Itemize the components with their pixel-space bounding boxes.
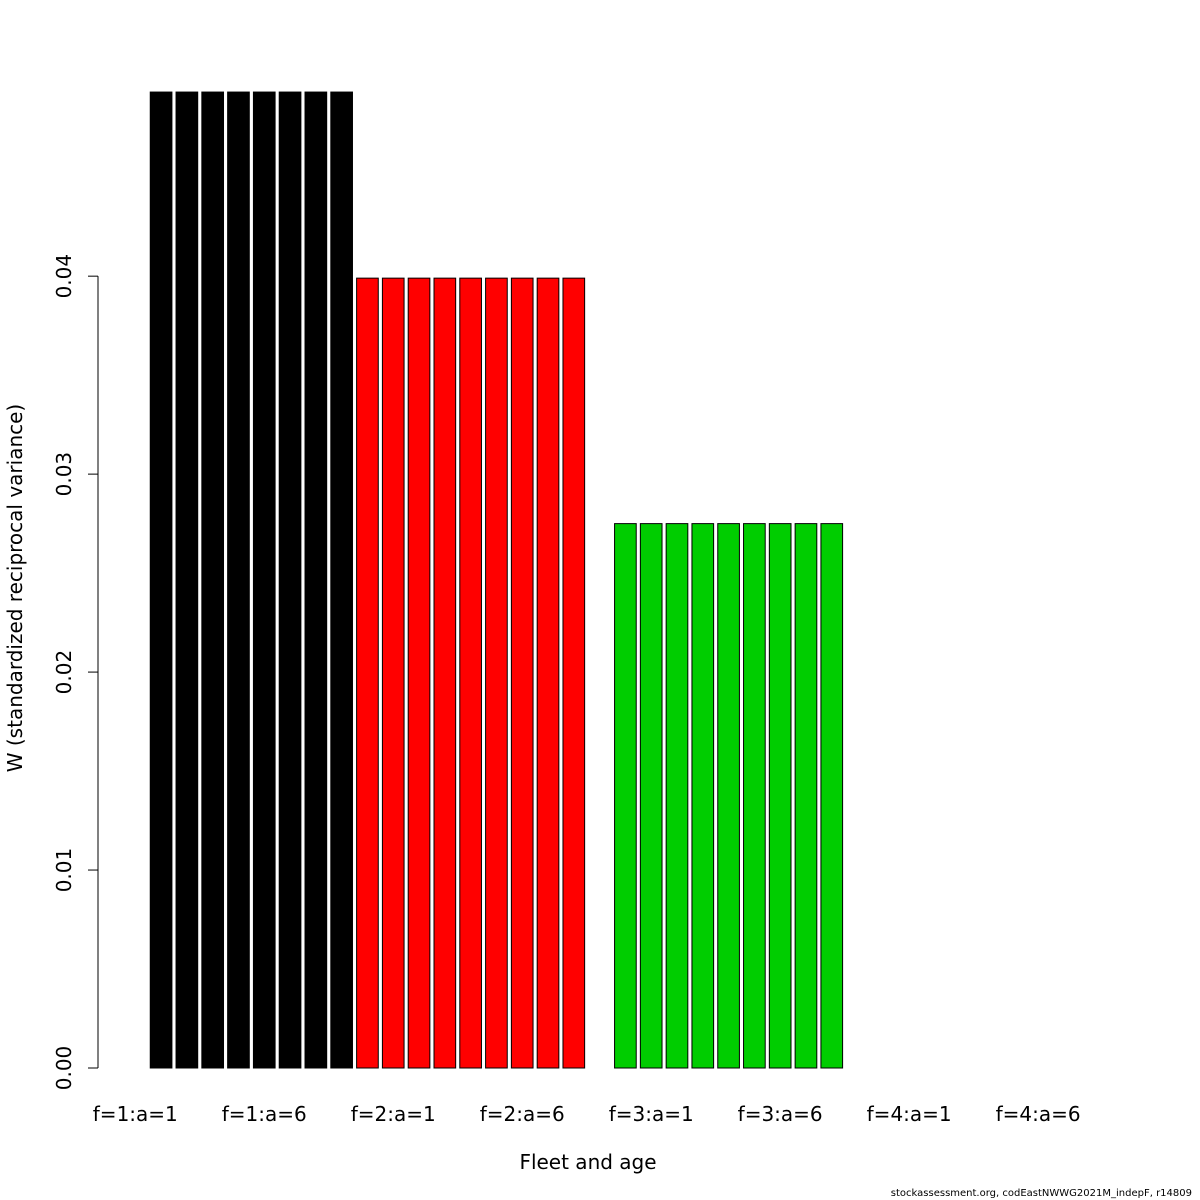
bar-series-3-7 bbox=[768, 523, 792, 1069]
x-tick-label-8: f=4:a=6 bbox=[996, 1102, 1081, 1126]
bar-series-1-5 bbox=[252, 91, 276, 1069]
x-tick-label-7: f=4:a=1 bbox=[867, 1102, 952, 1126]
bar-series-1-2 bbox=[175, 91, 199, 1069]
bar-series-1-3 bbox=[201, 91, 225, 1069]
bar-series-1-6 bbox=[278, 91, 302, 1069]
bar-series-2-4 bbox=[433, 277, 457, 1069]
bar-series-2-7 bbox=[510, 277, 534, 1069]
x-axis-title: Fleet and age bbox=[519, 1150, 656, 1174]
x-tick-label-6: f=3:a=6 bbox=[738, 1102, 823, 1126]
bar-series-1-1 bbox=[149, 91, 173, 1069]
bar-series-1-4 bbox=[227, 91, 250, 1069]
bar-series-3-8 bbox=[794, 523, 818, 1069]
bar-series-1-7 bbox=[304, 91, 328, 1069]
bar-series-3-1 bbox=[614, 523, 637, 1069]
bar-series-2-2 bbox=[381, 277, 405, 1069]
bar-series-1-8 bbox=[330, 91, 353, 1069]
bar-series-3-9 bbox=[820, 523, 844, 1069]
x-tick-label-5: f=3:a=1 bbox=[609, 1102, 694, 1126]
bar-series-3-4 bbox=[691, 523, 715, 1069]
y-axis: 0.00 0.01 0.02 0.03 0.04 bbox=[52, 254, 99, 1091]
bar-series-2-6 bbox=[485, 277, 508, 1069]
bar-series-3-3 bbox=[665, 523, 689, 1069]
footer-credit: stockassessment.org, codEastNWWG2021M_in… bbox=[890, 1188, 1192, 1199]
x-tick-label-4: f=2:a=6 bbox=[480, 1102, 565, 1126]
y-axis-title: W (standardized reciprocal variance) bbox=[3, 404, 27, 773]
x-tick-label-1: f=1:a=1 bbox=[93, 1102, 178, 1126]
bar-series-2-3 bbox=[407, 277, 431, 1069]
y-tick-label-2: 0.01 bbox=[52, 848, 76, 893]
bar-series-3-5 bbox=[717, 523, 740, 1069]
bars-group bbox=[149, 91, 844, 1069]
bar-series-2-8 bbox=[536, 277, 560, 1069]
x-tick-label-2: f=1:a=6 bbox=[222, 1102, 307, 1126]
bar-series-3-2 bbox=[639, 523, 663, 1069]
y-tick-label-4: 0.03 bbox=[52, 452, 76, 497]
bar-series-2-5 bbox=[459, 277, 482, 1069]
bar-series-3-6 bbox=[743, 523, 766, 1069]
bar-series-2-9 bbox=[562, 277, 586, 1069]
x-tick-label-3: f=2:a=1 bbox=[351, 1102, 436, 1126]
y-tick-label-1: 0.00 bbox=[52, 1046, 76, 1091]
y-tick-label-3: 0.02 bbox=[52, 650, 76, 695]
x-tick-labels: f=1:a=1 f=1:a=6 f=2:a=1 f=2:a=6 f=3:a=1 f=3:a… bbox=[93, 1102, 1081, 1126]
y-tick-label-5: 0.04 bbox=[52, 254, 76, 299]
bar-series-2-1 bbox=[356, 277, 379, 1069]
